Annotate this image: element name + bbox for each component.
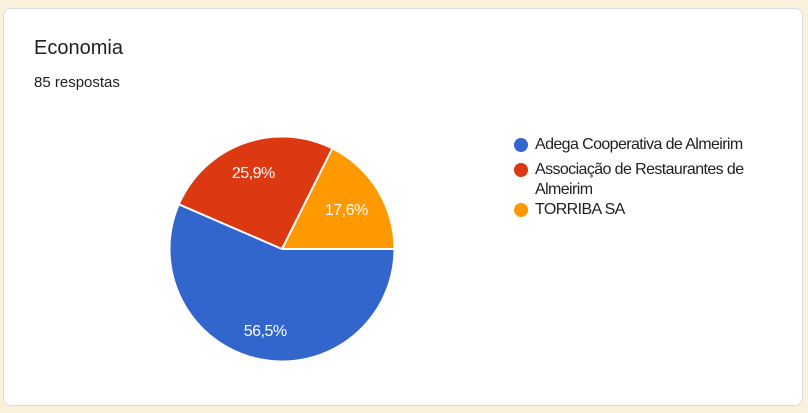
svg-text:17,6%: 17,6% xyxy=(325,202,368,219)
svg-text:25,9%: 25,9% xyxy=(232,165,275,182)
svg-text:56,5%: 56,5% xyxy=(244,323,287,340)
